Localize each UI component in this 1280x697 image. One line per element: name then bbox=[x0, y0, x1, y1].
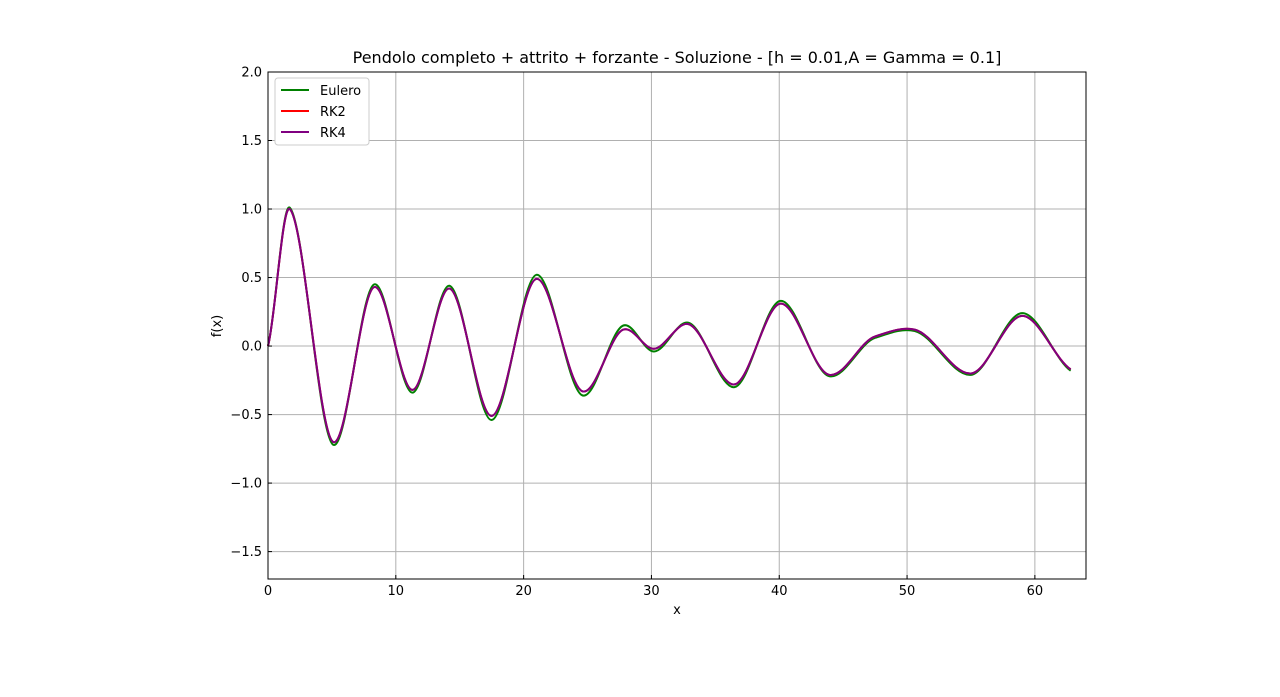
legend-items: Eulero RK2 RK4 bbox=[281, 84, 361, 141]
x-tick-label: 60 bbox=[1027, 584, 1044, 599]
x-tick-label: 50 bbox=[899, 584, 916, 599]
y-axis-ticks: −1.5 −1.0 −0.5 0.0 0.5 1.0 1.5 2.0 bbox=[230, 66, 272, 560]
x-tick-label: 30 bbox=[643, 584, 660, 599]
y-tick-label: 1.5 bbox=[241, 134, 262, 149]
y-tick-label: −0.5 bbox=[230, 408, 262, 423]
chart-title: Pendolo completo + attrito + forzante - … bbox=[353, 48, 1002, 67]
x-axis-ticks: 0 10 20 30 40 50 60 bbox=[264, 575, 1043, 599]
plot-area bbox=[268, 72, 1086, 579]
y-tick-label: 0.0 bbox=[241, 340, 262, 355]
y-tick-label: 1.0 bbox=[241, 203, 262, 218]
legend-label-rk2: RK2 bbox=[320, 105, 346, 120]
y-tick-label: 0.5 bbox=[241, 271, 262, 286]
x-tick-label: 20 bbox=[515, 584, 532, 599]
series-line-rk4 bbox=[267, 208, 1072, 443]
x-axis-label: x bbox=[673, 603, 681, 618]
y-tick-label: −1.0 bbox=[230, 477, 262, 492]
y-tick-label: 2.0 bbox=[241, 66, 262, 81]
x-tick-label: 10 bbox=[388, 584, 405, 599]
plot-frame bbox=[267, 71, 1087, 580]
legend-label-eulero: Eulero bbox=[320, 84, 361, 99]
y-tick-label: −1.5 bbox=[230, 545, 262, 560]
series-layer bbox=[267, 206, 1072, 446]
legend-box bbox=[274, 77, 370, 146]
legend-label-rk4: RK4 bbox=[320, 126, 346, 141]
legend: Eulero RK2 RK4 bbox=[274, 77, 370, 146]
y-axis-label: f(x) bbox=[210, 315, 225, 337]
x-tick-label: 40 bbox=[771, 584, 788, 599]
x-tick-label: 0 bbox=[264, 584, 272, 599]
